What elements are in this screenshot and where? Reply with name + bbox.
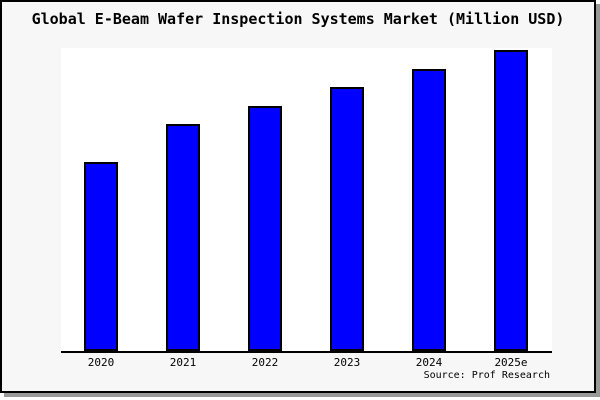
bar-2023 bbox=[330, 87, 364, 351]
chart-frame: Global E-Beam Wafer Inspection Systems M… bbox=[0, 0, 596, 393]
bar-2020 bbox=[84, 162, 118, 351]
x-tick-label-2022: 2022 bbox=[251, 356, 279, 369]
bar-2021 bbox=[166, 124, 200, 351]
x-tick-label-2020: 2020 bbox=[87, 356, 115, 369]
x-tick-label-2024: 2024 bbox=[415, 356, 443, 369]
chart-title: Global E-Beam Wafer Inspection Systems M… bbox=[31, 10, 565, 28]
source-credit: Source: Prof Research bbox=[423, 370, 550, 381]
x-tick-label-2021: 2021 bbox=[169, 356, 197, 369]
plot-area bbox=[61, 48, 552, 353]
bar-2024 bbox=[412, 69, 446, 351]
x-tick-label-2023: 2023 bbox=[333, 356, 361, 369]
bar-2022 bbox=[248, 106, 282, 351]
bar-2025e bbox=[494, 50, 528, 351]
x-tick-label-2025e: 2025e bbox=[494, 356, 528, 369]
